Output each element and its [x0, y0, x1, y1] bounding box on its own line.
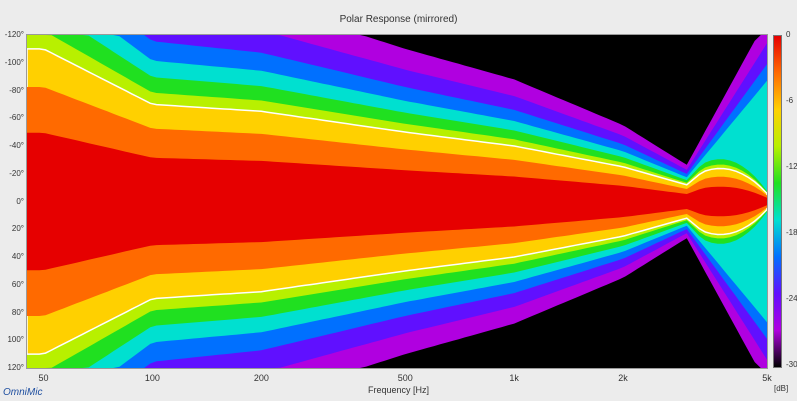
- colorbar-unit: [dB]: [774, 384, 789, 393]
- y-tick-label: 0°: [16, 196, 24, 206]
- x-tick-label: 50: [38, 373, 49, 383]
- y-tick-label: -60°: [9, 113, 24, 123]
- chart-title: Polar Response (mirrored): [339, 14, 458, 25]
- y-tick-label: 80°: [11, 307, 24, 317]
- y-tick-label: -20°: [9, 168, 24, 178]
- y-tick-label: -120°: [4, 30, 24, 39]
- colorbar-tick-label: 0: [786, 30, 791, 39]
- heatmap-plot: [27, 35, 767, 368]
- y-tick-label: 20°: [11, 224, 24, 234]
- colorbar-tick-label: -18: [786, 228, 797, 237]
- x-tick-label: 2k: [618, 373, 628, 383]
- y-tick-label: 120°: [7, 363, 24, 372]
- heatmap-contour-band: [27, 132, 767, 271]
- colorbar: [773, 35, 782, 368]
- x-tick-label: 100: [144, 373, 160, 383]
- colorbar-tick-label: -6: [786, 96, 794, 105]
- y-tick-label: -40°: [9, 141, 24, 150]
- y-tick-label: 60°: [11, 279, 24, 289]
- colorbar-tick-label: -12: [786, 162, 797, 171]
- y-tick-label: -80°: [9, 85, 24, 95]
- x-tick-label: 1k: [509, 373, 519, 383]
- x-tick-label: 200: [253, 373, 269, 383]
- y-tick-label: 40°: [11, 252, 24, 261]
- x-tick-label: 5k: [762, 373, 772, 383]
- y-tick-label: 100°: [7, 335, 24, 345]
- x-axis-label: Frequency [Hz]: [367, 385, 430, 395]
- x-tick-label: 500: [397, 373, 413, 383]
- brand-label: OmniMic: [3, 387, 43, 398]
- colorbar-tick-label: -30: [786, 360, 797, 369]
- y-tick-label: -100°: [4, 57, 24, 67]
- colorbar-tick-label: -24: [786, 294, 797, 303]
